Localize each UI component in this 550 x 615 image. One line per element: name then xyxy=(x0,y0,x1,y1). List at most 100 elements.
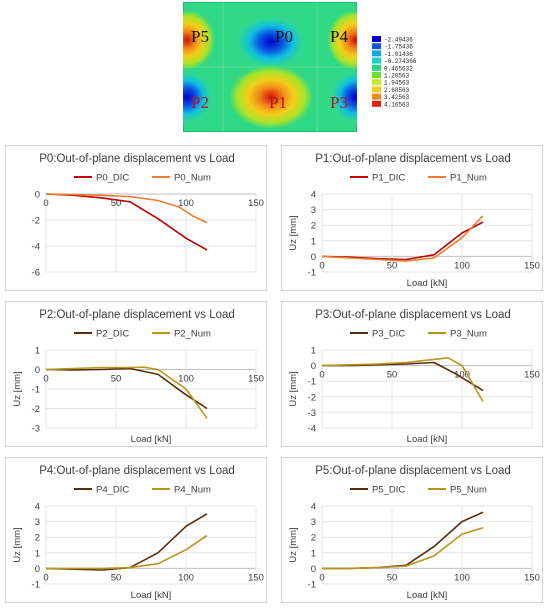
y-tick-label: -4 xyxy=(308,424,316,435)
y-axis-label: Uz [mm] xyxy=(288,527,299,562)
chart-panel-p1: P1:Out-of-plane displacement vs Load P1_D… xyxy=(281,145,543,291)
contour-label-p4: P4 xyxy=(330,27,348,46)
y-tick-label: 0 xyxy=(35,564,40,575)
series-line-p3-dic xyxy=(322,361,484,392)
legend-swatch xyxy=(372,36,381,42)
y-axis-label: Uz [mm] xyxy=(12,371,23,406)
y-tick-label: 3 xyxy=(35,517,40,528)
legend-swatch xyxy=(372,57,381,64)
y-tick-label: 2 xyxy=(311,533,316,544)
y-tick-label: 1 xyxy=(311,346,316,357)
y-axis-label: Uz [mm] xyxy=(288,371,299,406)
legend-label: P3_DIC xyxy=(372,329,405,340)
legend-label: P5_Num xyxy=(450,485,487,496)
y-axis-label: Uz [mm] xyxy=(12,527,23,562)
series-line-p5-dic xyxy=(322,511,484,570)
y-tick-label: 1 xyxy=(35,548,40,559)
chart-title: P5:Out-of-plane displacement vs Load xyxy=(315,465,511,477)
legend-swatch xyxy=(372,93,381,100)
y-tick-label: -3 xyxy=(308,408,316,419)
y-tick-label: 1 xyxy=(35,346,40,357)
legend-value: 1.20563 xyxy=(384,73,410,80)
y-tick-label: 2 xyxy=(311,221,316,232)
legend-value: 3.42563 xyxy=(384,94,410,101)
x-tick-label: 100 xyxy=(454,572,470,583)
x-axis-label: Load [kN] xyxy=(407,434,448,445)
y-tick-label: 4 xyxy=(311,190,316,201)
legend-label: P2_Num xyxy=(174,329,211,340)
legend-value: -1.75436 xyxy=(384,44,413,51)
contour-plot: P5 P0 P4 P2 P1 P3 xyxy=(183,2,357,132)
x-tick-label: 150 xyxy=(248,374,264,385)
x-tick-label: 100 xyxy=(454,370,470,381)
x-tick-label: 0 xyxy=(43,374,48,385)
legend-swatch xyxy=(372,64,381,71)
legend-swatch xyxy=(372,86,381,93)
legend-label: P2_DIC xyxy=(96,329,129,340)
x-tick-label: 50 xyxy=(111,374,122,385)
contour-legend: -2.49436-1.75436-1.01436-0.2743660.46563… xyxy=(372,36,417,108)
legend-label: P1_Num xyxy=(450,173,487,184)
contour-label-p5: P5 xyxy=(191,27,209,46)
legend-value: 2.68563 xyxy=(384,87,410,94)
x-tick-label: 50 xyxy=(387,370,398,381)
series-line-p4-dic xyxy=(45,513,208,571)
contour-label-p1: P1 xyxy=(269,93,287,112)
x-tick-label: 100 xyxy=(178,572,194,583)
contour-label-p2: P2 xyxy=(191,93,209,112)
legend-label: P0_DIC xyxy=(96,173,129,184)
y-tick-label: -4 xyxy=(32,242,40,253)
y-tick-label: -1 xyxy=(308,580,316,591)
series-line-p3-num xyxy=(321,357,484,402)
y-tick-label: -3 xyxy=(32,424,40,435)
chart-title: P4:Out-of-plane displacement vs Load xyxy=(39,465,235,477)
series-line-p4-num xyxy=(46,534,208,570)
chart-title: P3:Out-of-plane displacement vs Load xyxy=(315,309,511,321)
y-tick-label: 3 xyxy=(311,205,316,216)
x-tick-label: 0 xyxy=(319,260,324,271)
y-tick-label: -1 xyxy=(308,377,316,388)
x-tick-label: 50 xyxy=(387,572,398,583)
chart-title: P1:Out-of-plane displacement vs Load xyxy=(315,153,511,165)
legend-swatch xyxy=(372,100,381,107)
legend-swatch xyxy=(372,50,381,57)
series-line-p5-num xyxy=(322,527,484,570)
x-tick-label: 150 xyxy=(524,370,540,381)
series-line-p2-dic xyxy=(45,367,208,410)
x-tick-label: 100 xyxy=(178,374,194,385)
y-tick-label: 4 xyxy=(35,502,40,513)
y-axis-label: Uz [mm] xyxy=(288,215,299,250)
chart-panel-p4: P4:Out-of-plane displacement vs Load P4_D… xyxy=(5,457,267,603)
x-tick-label: 0 xyxy=(43,572,48,583)
series-line-p2-num xyxy=(45,366,208,419)
legend-label: P3_Num xyxy=(450,329,487,340)
chart-title: P0:Out-of-plane displacement vs Load xyxy=(39,153,235,165)
x-axis-label: Load [kN] xyxy=(131,434,172,445)
legend-label: P4_DIC xyxy=(96,485,129,496)
y-tick-label: 2 xyxy=(35,533,40,544)
x-axis-label: Load [kN] xyxy=(407,278,448,289)
chart-panel-p5: P5:Out-of-plane displacement vs Load P5_D… xyxy=(281,457,543,603)
legend-value: 1.94563 xyxy=(384,80,410,87)
legend-swatch xyxy=(372,72,381,78)
chart-panel-p3: P3:Out-of-plane displacement vs Load P3_D… xyxy=(281,301,543,447)
y-tick-label: -1 xyxy=(308,268,316,279)
y-tick-label: 0 xyxy=(311,252,316,263)
x-tick-label: 150 xyxy=(524,572,540,583)
y-tick-label: 4 xyxy=(311,502,316,513)
x-tick-label: 50 xyxy=(111,198,122,209)
legend-swatch xyxy=(372,43,381,50)
x-tick-label: 0 xyxy=(319,572,324,583)
y-tick-label: 0 xyxy=(35,365,40,376)
legend-value: 4.16563 xyxy=(384,101,410,108)
series-line-p1-num xyxy=(321,215,484,262)
y-tick-label: -2 xyxy=(32,404,40,415)
y-tick-label: -2 xyxy=(308,392,316,403)
legend-value: -2.49436 xyxy=(384,37,413,44)
x-tick-label: 0 xyxy=(319,370,324,381)
y-tick-label: -2 xyxy=(32,216,40,227)
y-tick-label: 1 xyxy=(311,236,316,247)
series-line-p0-num xyxy=(45,193,208,224)
legend-label: P1_DIC xyxy=(372,173,405,184)
y-tick-label: -1 xyxy=(32,385,40,396)
